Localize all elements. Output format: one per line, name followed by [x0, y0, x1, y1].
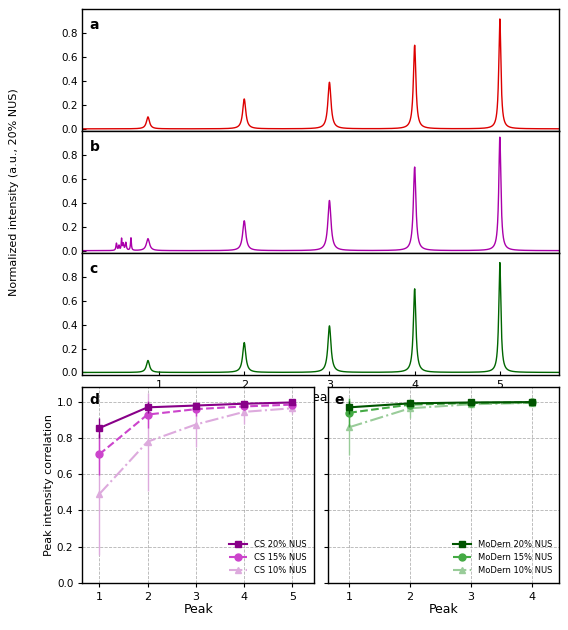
X-axis label: Peak: Peak	[183, 603, 213, 616]
Text: Normalized intensity (a.u., 20% NUS): Normalized intensity (a.u., 20% NUS)	[9, 88, 19, 296]
X-axis label: Peak: Peak	[306, 391, 336, 404]
Y-axis label: Peak intensity correlation: Peak intensity correlation	[44, 414, 54, 556]
Legend: CS 20% NUS, CS 15% NUS, CS 10% NUS: CS 20% NUS, CS 15% NUS, CS 10% NUS	[225, 537, 310, 578]
Text: a: a	[90, 18, 99, 32]
X-axis label: Peak: Peak	[429, 603, 458, 616]
Legend: MoDern 20% NUS, MoDern 15% NUS, MoDern 10% NUS: MoDern 20% NUS, MoDern 15% NUS, MoDern 1…	[449, 537, 556, 578]
Text: d: d	[89, 393, 99, 408]
Text: e: e	[335, 393, 344, 408]
Text: b: b	[90, 140, 99, 154]
Text: c: c	[90, 261, 98, 275]
